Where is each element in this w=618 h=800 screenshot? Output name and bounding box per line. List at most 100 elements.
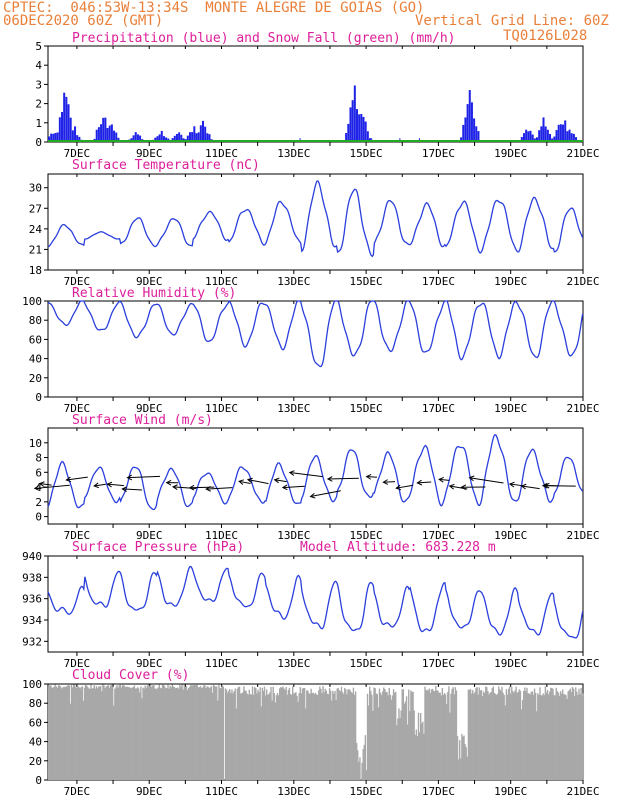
wind-arrow-head (38, 481, 45, 487)
cloud-bar (62, 687, 64, 780)
cloud-bar (576, 691, 578, 780)
cloud-bar (235, 708, 238, 780)
cloud-bar (233, 691, 235, 780)
cloud-bar (321, 693, 323, 780)
precip-bar (115, 132, 118, 142)
cloud-bar (110, 684, 113, 780)
cloud-bar (345, 689, 347, 780)
precip-bar (466, 104, 469, 142)
cloud-bar (55, 686, 57, 780)
cloud-bar (310, 688, 312, 780)
wind-arrow-head (281, 484, 288, 491)
cloud-bar (107, 684, 110, 780)
cloud-bar (516, 692, 518, 780)
precip-bar (462, 124, 465, 142)
x-tick-label: 7DEC (64, 275, 91, 288)
cloud-bar (143, 688, 145, 780)
wind-arrow-head (438, 476, 444, 483)
cloud-bar (250, 694, 253, 780)
cloud-bar (550, 687, 552, 780)
precip-bar (165, 137, 168, 142)
precip-bar (113, 130, 116, 142)
cloud-bar (49, 685, 51, 780)
cloud-bar (200, 688, 203, 780)
cloud-bar (84, 684, 87, 780)
precip-bar (110, 124, 113, 142)
cloud-bar (96, 688, 99, 780)
cloud-bar (245, 690, 247, 780)
x-tick-label: 7DEC (64, 529, 91, 542)
wind-arrow-shaft (39, 483, 52, 486)
precip-bar (178, 132, 181, 142)
cloud-bar (456, 736, 459, 780)
cloud-bar (283, 688, 285, 780)
cloud-bar (392, 689, 395, 780)
cloud-bar (205, 688, 207, 780)
cloud-bar (94, 688, 97, 780)
cloud-bar (106, 686, 108, 780)
cloud-bar (418, 732, 421, 780)
precip-bar (531, 134, 534, 142)
y-tick-label: 27 (29, 202, 42, 215)
cloud-bar (80, 686, 82, 780)
cloud-bar (558, 695, 561, 780)
cloud-bar (339, 691, 342, 780)
cloud-bar (340, 686, 343, 780)
panel-title: Precipitation (blue) and Snow Fall (gree… (72, 31, 456, 46)
cloud-bar (482, 691, 485, 780)
precip-bar (67, 104, 70, 142)
precip-bar (351, 100, 354, 142)
wind-arrow (33, 484, 70, 491)
cloud-bar (306, 690, 308, 780)
cloud-bar (503, 694, 505, 780)
wind-arrow-shaft (509, 483, 522, 487)
x-tick-label: 15DEC (350, 275, 383, 288)
cloud-bar (70, 684, 73, 780)
wind-arrow-head (365, 474, 372, 480)
cloud-bar (412, 691, 414, 780)
cloud-bar (257, 689, 259, 780)
cloud-bar (577, 695, 579, 780)
cloud-bar (300, 693, 303, 780)
cloud-bar (278, 688, 281, 780)
cloud-bar (155, 689, 157, 780)
precip-bar (208, 134, 211, 142)
precip-bar (158, 134, 161, 142)
cloud-bar (259, 687, 261, 780)
cloud-bar (522, 691, 525, 780)
cloud-bar (525, 690, 527, 780)
cloud-bar (391, 695, 394, 780)
cloud-bar (366, 693, 369, 780)
precip-bar (188, 132, 191, 142)
cloud-bar (380, 694, 383, 780)
cloud-bar (207, 686, 209, 780)
cloud-bar (292, 686, 294, 780)
cloud-bar (562, 689, 564, 780)
x-tick-label: 17DEC (422, 529, 455, 542)
cloud-bar (352, 687, 355, 780)
cloud-bar (457, 759, 460, 780)
cloud-bar (416, 736, 419, 780)
y-tick-label: 0 (35, 774, 42, 787)
wind-arrow (438, 476, 450, 483)
wind-arrow-head (126, 474, 133, 481)
cloud-bar (513, 692, 515, 780)
cloud-bar (582, 693, 585, 780)
cloud-bar (77, 686, 79, 780)
cloud-bar (185, 686, 188, 780)
x-tick-label: 21DEC (566, 147, 599, 160)
precip-bar (134, 132, 137, 142)
cloud-bar (332, 690, 334, 780)
cloud-bar (429, 693, 432, 780)
y-tick-label: 60 (29, 333, 42, 346)
precip-bar (468, 90, 471, 142)
cloud-bar (546, 690, 549, 780)
x-tick-label: 13DEC (277, 402, 310, 415)
cloud-bar (500, 690, 502, 780)
cloud-bar (315, 694, 318, 780)
cloud-bar (164, 686, 166, 780)
precip-bars (48, 85, 580, 142)
y-tick-label: 20 (29, 755, 42, 768)
cloud-bar (168, 688, 170, 780)
cloud-bar (501, 686, 503, 780)
